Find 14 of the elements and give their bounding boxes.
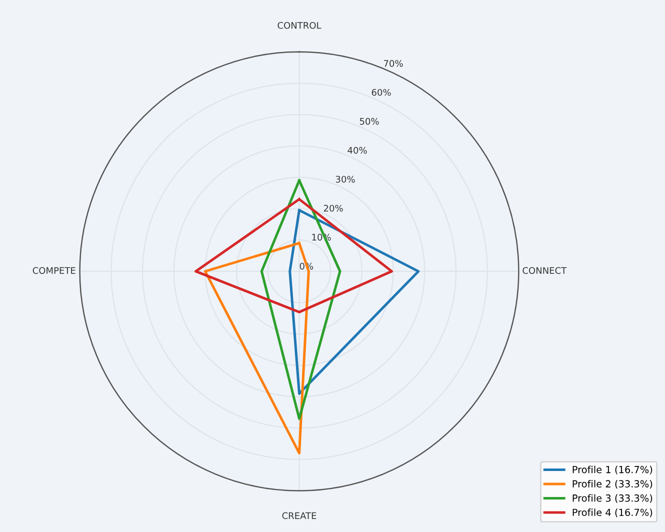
y-tick-label: 50% (360, 118, 379, 125)
legend-label: Profile 1 (16.7%) (572, 466, 652, 474)
y-tick-label: 70% (384, 60, 403, 67)
y-tick-label: 40% (348, 146, 367, 154)
spoke-label: CONNECT (522, 267, 567, 274)
y-tick-label: 60% (372, 88, 391, 96)
spoke-label: CREATE (282, 512, 316, 520)
legend-label: Profile 2 (33.3%) (572, 480, 652, 489)
legend-label: Profile 4 (16.7%) (572, 508, 652, 518)
spoke-label: CONTROL (278, 22, 322, 29)
spoke-label: COMPETE (32, 267, 76, 274)
y-tick-label: 20% (324, 204, 343, 212)
legend-label: Profile 3 (33.3%) (572, 494, 652, 503)
y-tick-label: 30% (336, 176, 355, 183)
